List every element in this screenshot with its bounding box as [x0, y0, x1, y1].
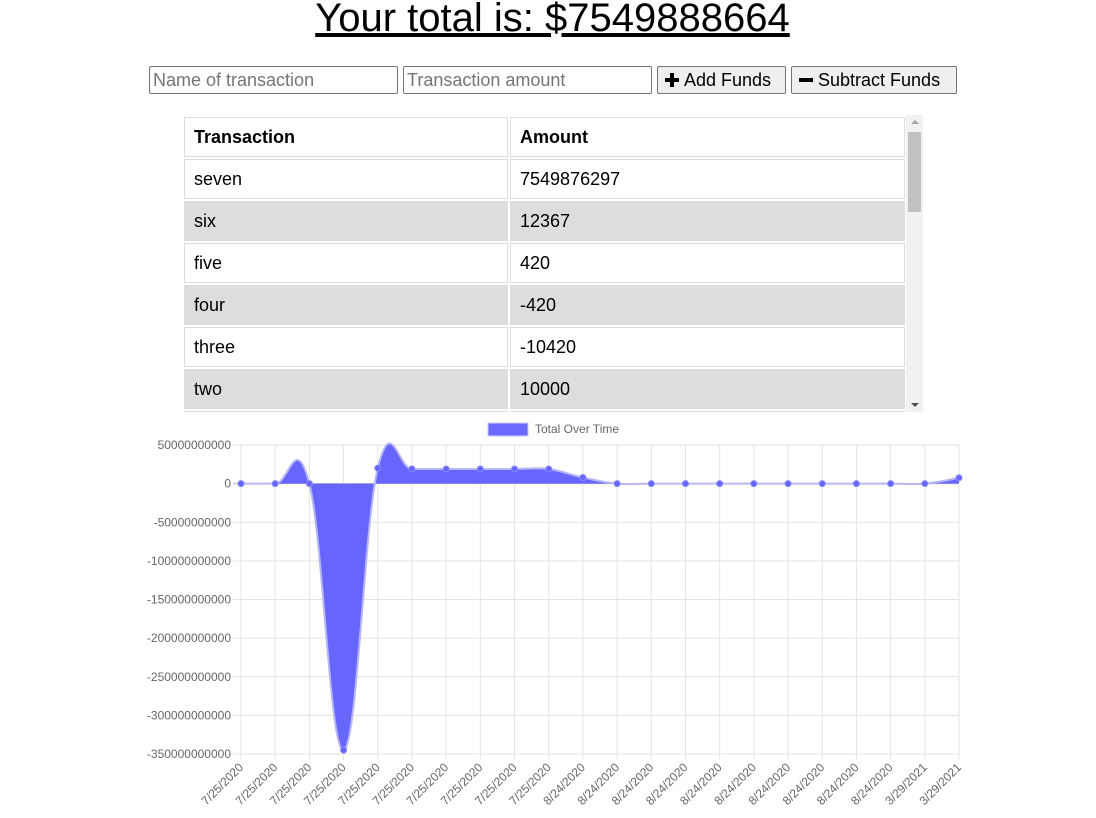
column-header-transaction: Transaction	[184, 117, 508, 157]
table-row	[184, 411, 905, 412]
table-row: six 12367	[184, 201, 905, 241]
table-scrollbar[interactable]	[906, 115, 923, 412]
legend-swatch	[487, 422, 529, 437]
table-row: three -10420	[184, 327, 905, 367]
transaction-amount-cell: 10000	[510, 369, 905, 409]
transaction-name-cell	[184, 411, 508, 412]
add-funds-label: Add Funds	[684, 69, 772, 90]
data-point[interactable]	[647, 480, 655, 488]
data-point[interactable]	[818, 480, 826, 488]
data-point[interactable]	[955, 474, 963, 482]
y-tick-label: -100000000000	[147, 554, 231, 568]
y-tick-label: -150000000000	[147, 593, 231, 607]
y-tick-label: 50000000000	[158, 438, 232, 452]
scroll-thumb[interactable]	[908, 132, 921, 212]
data-points	[237, 464, 963, 754]
table-row: seven 7549876297	[184, 159, 905, 199]
transaction-name-cell: six	[184, 201, 508, 241]
data-point[interactable]	[921, 480, 929, 488]
transaction-amount-cell: 7549876297	[510, 159, 905, 199]
data-point[interactable]	[852, 480, 860, 488]
chart-legend[interactable]: Total Over Time	[487, 422, 619, 437]
data-point[interactable]	[305, 480, 313, 488]
transactions-table: Transaction Amount seven 7549876297 six …	[182, 115, 907, 412]
data-point[interactable]	[887, 480, 895, 488]
total-heading: Your total is: $7549888664	[315, 0, 790, 40]
add-funds-button[interactable]: Add Funds	[657, 66, 786, 94]
data-point[interactable]	[408, 465, 416, 473]
table-row: five 420	[184, 243, 905, 283]
data-point[interactable]	[613, 480, 621, 488]
y-tick-label: -350000000000	[147, 747, 231, 761]
data-point[interactable]	[271, 480, 279, 488]
area-series-fill	[241, 443, 959, 751]
transaction-amount-input[interactable]	[403, 66, 652, 94]
transactions-table-container[interactable]: Transaction Amount seven 7549876297 six …	[182, 115, 923, 412]
transaction-name-cell: five	[184, 243, 508, 283]
transaction-amount-cell: -420	[510, 285, 905, 325]
data-point[interactable]	[374, 464, 382, 472]
data-point[interactable]	[442, 465, 450, 473]
scroll-down-arrow-icon[interactable]	[911, 403, 919, 407]
data-point[interactable]	[340, 746, 348, 754]
transaction-amount-cell: -10420	[510, 327, 905, 367]
scroll-up-arrow-icon[interactable]	[911, 120, 919, 124]
transaction-name-cell: four	[184, 285, 508, 325]
transaction-amount-cell: 12367	[510, 201, 905, 241]
data-point[interactable]	[750, 480, 758, 488]
transaction-amount-cell	[510, 411, 905, 412]
table-header-row: Transaction Amount	[184, 117, 905, 157]
transaction-name-cell: three	[184, 327, 508, 367]
column-header-amount: Amount	[510, 117, 905, 157]
table-row: two 10000	[184, 369, 905, 409]
transaction-amount-cell: 420	[510, 243, 905, 283]
y-tick-label: -200000000000	[147, 631, 231, 645]
data-point[interactable]	[476, 465, 484, 473]
subtract-funds-label: Subtract Funds	[818, 69, 941, 90]
transaction-name-input[interactable]	[149, 66, 398, 94]
data-point[interactable]	[579, 473, 587, 481]
y-tick-label: -50000000000	[154, 515, 232, 529]
y-tick-label: 0	[224, 477, 231, 491]
transaction-name-cell: seven	[184, 159, 508, 199]
transaction-form: Add Funds Subtract Funds	[149, 66, 957, 94]
minus-icon	[799, 73, 813, 87]
transaction-name-cell: two	[184, 369, 508, 409]
data-point[interactable]	[716, 480, 724, 488]
data-point[interactable]	[545, 465, 553, 473]
data-point[interactable]	[784, 480, 792, 488]
y-axis-ticks: 50000000000 0 -50000000000 -100000000000 -15…	[147, 438, 231, 761]
data-point[interactable]	[237, 480, 245, 488]
data-point[interactable]	[511, 465, 519, 473]
table-row: four -420	[184, 285, 905, 325]
x-axis-ticks: 7/25/20207/25/20207/25/20207/25/20207/25…	[198, 760, 964, 808]
total-over-time-chart: 50000000000 0 -50000000000 -100000000000 -15…	[147, 422, 964, 808]
y-tick-label: -300000000000	[147, 708, 231, 722]
plus-icon	[665, 73, 679, 87]
legend-label: Total Over Time	[535, 422, 619, 436]
y-tick-label: -250000000000	[147, 670, 231, 684]
data-point[interactable]	[681, 480, 689, 488]
subtract-funds-button[interactable]: Subtract Funds	[791, 66, 957, 94]
